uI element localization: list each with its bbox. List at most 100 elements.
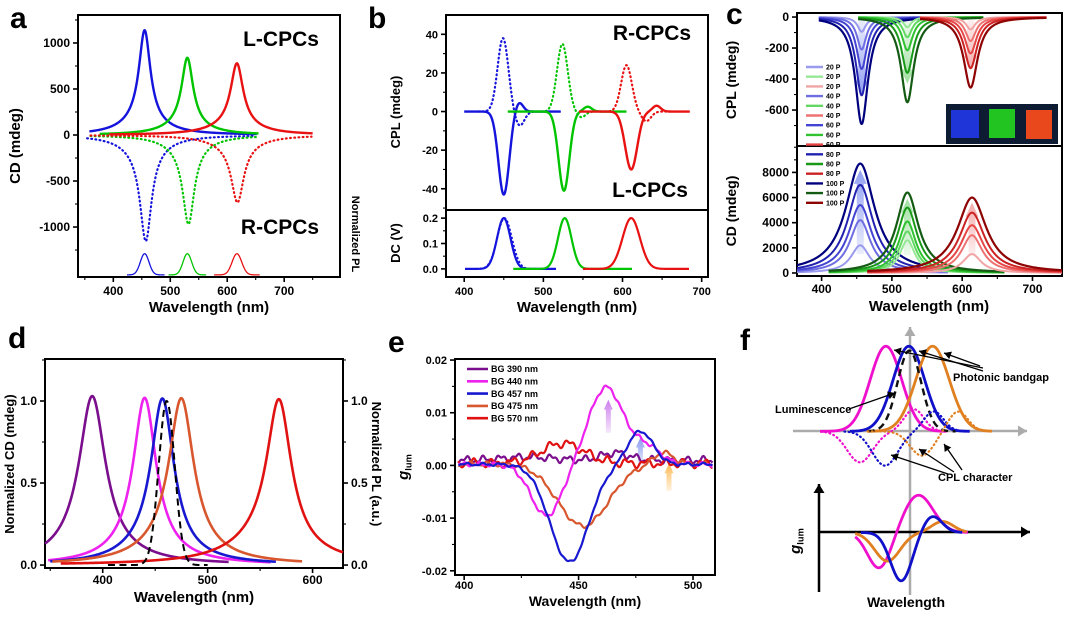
annotation-arrow xyxy=(918,350,984,372)
legend-label: 60 P xyxy=(826,142,841,149)
annotation-arrow xyxy=(848,392,896,410)
panel-b-dc: 400 500 600 700 0.0 0.1 0.2 DC (V) Wavelength (n… xyxy=(388,209,711,316)
plot-label: CPL character xyxy=(938,472,1013,484)
tick-label: 400 xyxy=(455,580,473,592)
panel-a-series-PL-red xyxy=(213,253,261,276)
tick-label: 700 xyxy=(692,286,710,298)
panel-a-label: a xyxy=(10,2,27,35)
legend-label: 60 P xyxy=(826,132,841,139)
plot-label: Wavelength (nm) xyxy=(517,299,637,316)
plot-label: R-CPCs xyxy=(613,22,691,45)
plot-label: L-CPCs xyxy=(243,28,319,51)
panel-a: 400 500 600 700 -1000 -500 0 500 1000 CD (mdeg) Wa… xyxy=(7,14,361,316)
panel-a-series-L-blue xyxy=(88,29,258,136)
tick-label: 0.02 xyxy=(426,355,447,367)
tick-label: -40 xyxy=(422,184,438,196)
legend-label: 40 P xyxy=(826,94,841,101)
tick-label: 700 xyxy=(274,284,294,298)
tick-label: 0 xyxy=(782,266,789,280)
panel-d-series-cd-457 xyxy=(49,397,277,564)
plot-label: CPL (mdeg) xyxy=(388,76,403,149)
plot-label: Wavelength (nm) xyxy=(529,593,641,609)
panel-a-series-R-red xyxy=(89,134,313,204)
plot-label: glum xyxy=(395,454,413,481)
tick-label: 0.0 xyxy=(20,558,37,572)
tick-label: 450 xyxy=(569,580,587,592)
legend-label: BG 457 nm xyxy=(491,389,538,399)
legend-label: 20 P xyxy=(826,74,841,81)
panel-c-cpl-series-g100 xyxy=(857,16,984,104)
panel-d-series-cd-390 xyxy=(44,394,230,564)
tick-label: -20 xyxy=(422,145,438,157)
inset-color-square xyxy=(989,109,1015,138)
panel-f-top-series-cpl-magenta xyxy=(820,408,939,464)
legend-label: 20 P xyxy=(826,84,841,91)
tick-label: 0 xyxy=(782,10,789,24)
tick-label: 500 xyxy=(534,286,552,298)
tick-label: 500 xyxy=(50,82,70,96)
panel-a-series-L-green xyxy=(99,56,260,136)
tick-label: -500 xyxy=(46,174,70,188)
plot-label: Wavelength (nm) xyxy=(149,299,269,316)
panel-e-frame xyxy=(454,358,716,576)
plot-label: CD (mdeg) xyxy=(723,176,739,247)
plot-label: glum xyxy=(787,528,805,555)
panel-c-cd-legend: 20 P 20 P 20 P 40 P 40 P 40 P 60 P 60 P 60 P 80 P… xyxy=(806,65,845,207)
panel-f-top-series-pbg-magenta xyxy=(819,344,948,433)
tick-label: 700 xyxy=(1022,282,1042,296)
panel-c-cpl-series-b100 xyxy=(818,17,921,126)
tick-label: 2000 xyxy=(762,241,789,255)
tick-label: 20 xyxy=(426,68,438,80)
panel-f-top-series-lum-dashed xyxy=(866,349,957,433)
legend-label: 40 P xyxy=(826,113,841,120)
tick-label: 0 xyxy=(63,128,70,142)
tick-label: 600 xyxy=(613,286,631,298)
tick-label: 8000 xyxy=(762,165,789,179)
plot-label: DC (V) xyxy=(388,223,403,263)
legend-label: 80 P xyxy=(826,171,841,178)
gradient-arrow xyxy=(603,399,613,433)
plot-label: Normalized PL (a.u.) xyxy=(369,402,384,527)
panel-e-label: e xyxy=(388,326,405,359)
legend-label: BG 570 nm xyxy=(491,413,538,423)
panel-d-series-cd-440 xyxy=(47,396,272,564)
tick-label: 400 xyxy=(812,282,832,296)
tick-label: 600 xyxy=(952,282,972,296)
legend-label: 80 P xyxy=(826,162,841,169)
tick-label: 600 xyxy=(303,573,323,587)
tick-label: -400 xyxy=(765,72,789,86)
panel-c-cd-frame xyxy=(796,145,1063,277)
tick-label: 40 xyxy=(426,29,438,41)
tick-label: 0.1 xyxy=(423,239,438,251)
tick-label: -0.02 xyxy=(422,566,447,578)
panel-b-cpl-series-R-green xyxy=(531,42,599,119)
tick-label: 0.5 xyxy=(351,476,368,490)
plot-label: L-CPCs xyxy=(612,179,688,202)
tick-label: 500 xyxy=(198,573,218,587)
panel-c-cd-series-r100 xyxy=(866,196,1063,273)
panel-e-series-bg457 xyxy=(457,429,713,563)
panel-a-series-PL-blue xyxy=(126,253,166,276)
tick-label: 0.0 xyxy=(423,264,438,276)
tick-label: 1.0 xyxy=(20,394,37,408)
panel-e-legend: BG 390 nm BG 440 nm BG 457 nm BG 475 nm BG 5… xyxy=(467,364,538,423)
panel-b-cpl-series-L-blue xyxy=(463,101,562,196)
tick-label: -600 xyxy=(765,103,789,117)
panel-c-cpl-series-r100 xyxy=(919,16,1048,89)
gradient-arrow xyxy=(900,20,914,84)
legend-label: 100 P xyxy=(826,200,845,207)
tick-label: -0.01 xyxy=(422,513,447,525)
panel-f-label: f xyxy=(740,324,750,357)
panel-f-bottom-series-glum-orange xyxy=(854,520,968,563)
panel-b-cpl-series-L-green xyxy=(506,105,628,192)
panel-f-bottom-series-glum-blue xyxy=(859,515,964,583)
panel-e: 400 450 500 -0.02 -0.01 0.00 0.01 0.02 BG 390 nm… xyxy=(395,355,716,609)
tick-label: 500 xyxy=(882,282,902,296)
panel-b-dc-series-DC-red xyxy=(582,217,690,270)
panel-c-cd-series-g100 xyxy=(828,191,1005,273)
legend-label: 60 P xyxy=(826,123,841,130)
annotation-arrow xyxy=(893,349,984,369)
panel-b-cpl-series-R-blue xyxy=(477,37,543,127)
